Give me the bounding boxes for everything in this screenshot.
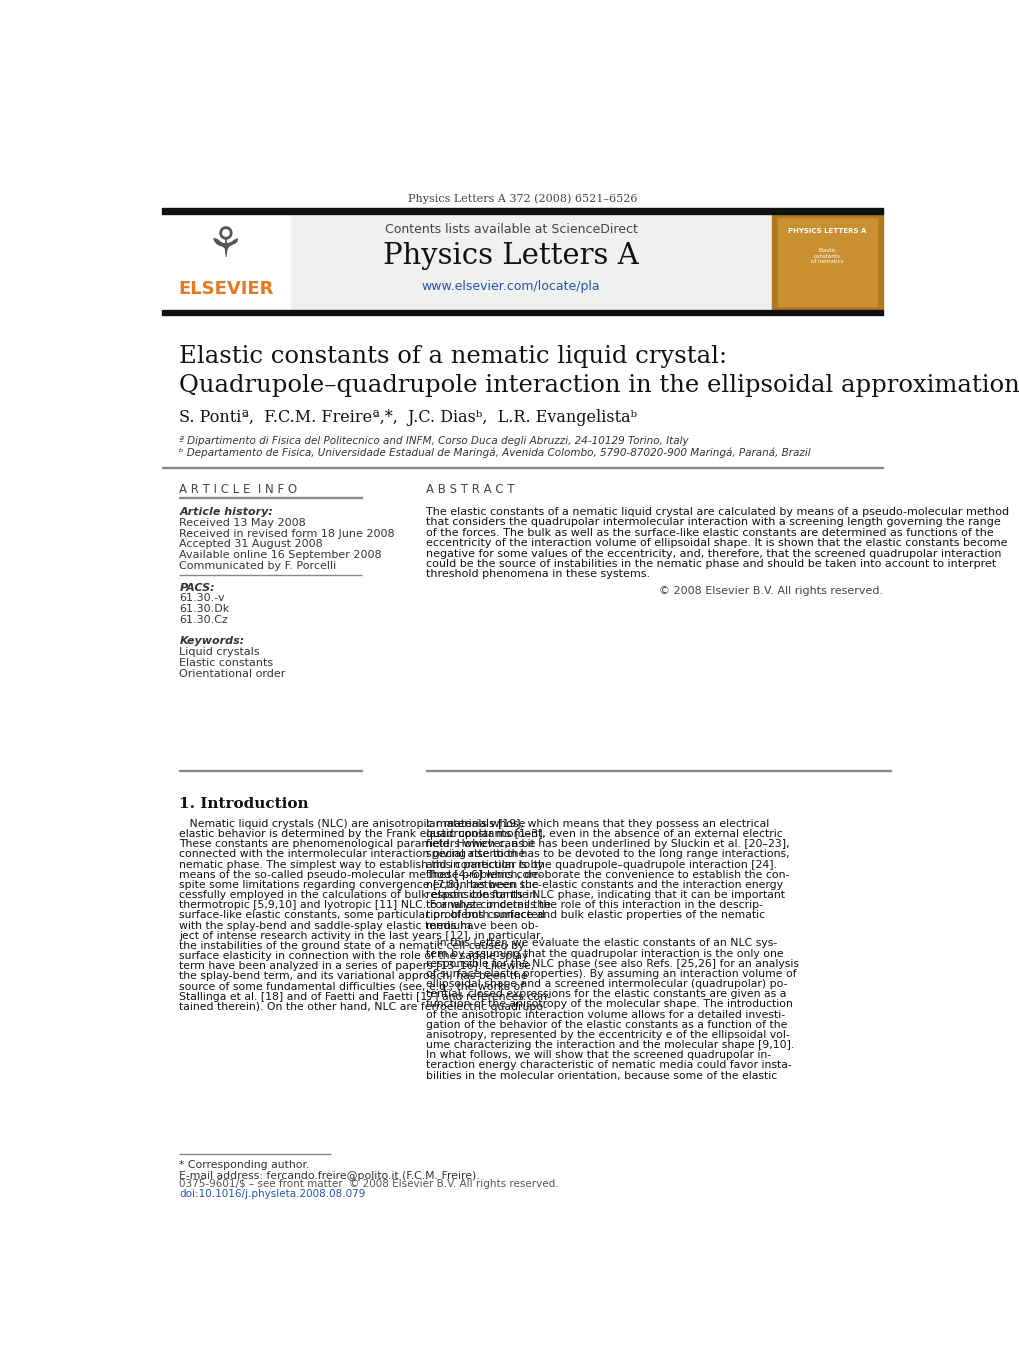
Bar	[162, 208, 882, 213]
Text: that considers the quadrupolar intermolecular interaction with a screening lengt: that considers the quadrupolar intermole…	[426, 517, 1000, 527]
Bar	[771, 213, 882, 309]
Text: tem by assuming that the quadrupolar interaction is the only one: tem by assuming that the quadrupolar int…	[426, 948, 783, 959]
Text: Elastic constants: Elastic constants	[179, 658, 273, 667]
Text: Received in revised form 18 June 2008: Received in revised form 18 June 2008	[179, 528, 394, 539]
Text: tained therein). On the other hand, NLC are ferroelectric quadrupo-: tained therein). On the other hand, NLC …	[179, 1002, 547, 1012]
Text: A R T I C L E  I N F O: A R T I C L E I N F O	[179, 482, 298, 496]
Text: nematic phase. The simplest way to establish this connection is by: nematic phase. The simplest way to estab…	[179, 859, 544, 870]
Text: responsible for the NLC phase (see also Refs. [25,26] for an analysis: responsible for the NLC phase (see also …	[426, 959, 798, 969]
Text: S. Pontiª,  F.C.M. Freireª,*,  J.C. Diasᵇ,  L.R. Evangelistaᵇ: S. Pontiª, F.C.M. Freireª,*, J.C. Diasᵇ,…	[179, 409, 637, 427]
Text: spite some limitations regarding convergence [7,8], has been suc-: spite some limitations regarding converg…	[179, 880, 542, 890]
Text: Communicated by F. Porcelli: Communicated by F. Porcelli	[179, 561, 336, 571]
Text: of the forces. The bulk as well as the surface-like elastic constants are determ: of the forces. The bulk as well as the s…	[426, 528, 993, 538]
Text: quadrupolar moment, even in the absence of an external electric: quadrupolar moment, even in the absence …	[426, 830, 782, 839]
Text: 61.30.Dk: 61.30.Dk	[179, 604, 229, 615]
Text: means of the so-called pseudo-molecular method [4–6] which, de-: means of the so-called pseudo-molecular …	[179, 870, 542, 880]
Text: special attention has to be devoted to the long range interactions,: special attention has to be devoted to t…	[426, 850, 789, 859]
Text: ellipsoidal shape and a screened intermolecular (quadrupolar) po-: ellipsoidal shape and a screened intermo…	[426, 979, 787, 989]
Text: to analyze in details the role of this interaction in the descrip-: to analyze in details the role of this i…	[426, 900, 762, 911]
Text: 61.30.Cz: 61.30.Cz	[179, 615, 228, 626]
Text: Nematic liquid crystals (NLC) are anisotropic materials whose: Nematic liquid crystals (NLC) are anisot…	[179, 819, 525, 830]
Text: These problems corroborate the convenience to establish the con-: These problems corroborate the convenien…	[426, 870, 789, 880]
Text: ᵇ Departamento de Fisica, Universidade Estadual de Maringá, Avenida Colombo, 579: ᵇ Departamento de Fisica, Universidade E…	[179, 449, 810, 458]
Text: 61.30.-v: 61.30.-v	[179, 593, 225, 604]
Text: responsible for the NLC phase, indicating that it can be important: responsible for the NLC phase, indicatin…	[426, 890, 784, 900]
Text: anisotropy, represented by the eccentricity e of the ellipsoidal vol-: anisotropy, represented by the eccentric…	[426, 1029, 789, 1040]
Text: Elastic
constants
of nematics: Elastic constants of nematics	[810, 247, 843, 265]
Text: The elastic constants of a nematic liquid crystal are calculated by means of a p: The elastic constants of a nematic liqui…	[426, 507, 1008, 517]
Text: In this Letter, we evaluate the elastic constants of an NLC sys-: In this Letter, we evaluate the elastic …	[426, 939, 776, 948]
Text: Physics Letters A 372 (2008) 6521–6526: Physics Letters A 372 (2008) 6521–6526	[408, 193, 637, 204]
Text: Contents lists available at ScienceDirect: Contents lists available at ScienceDirec…	[384, 223, 637, 236]
Text: could be the source of instabilities in the nematic phase and should be taken in: could be the source of instabilities in …	[426, 559, 996, 569]
Text: PACS:: PACS:	[179, 582, 215, 593]
Text: A B S T R A C T: A B S T R A C T	[426, 482, 514, 496]
Text: Liquid crystals: Liquid crystals	[179, 647, 260, 657]
Text: Stallinga et al. [18] and of Faetti and Faetti [17] and references con-: Stallinga et al. [18] and of Faetti and …	[179, 992, 550, 1001]
Text: and in particular to the quadrupole–quadrupole interaction [24].: and in particular to the quadrupole–quad…	[426, 859, 776, 870]
Text: of the anisotropic interaction volume allows for a detailed investi-: of the anisotropic interaction volume al…	[426, 1009, 785, 1020]
Text: Elastic constants of a nematic liquid crystal:: Elastic constants of a nematic liquid cr…	[179, 345, 727, 367]
Text: gation of the behavior of the elastic constants as a function of the: gation of the behavior of the elastic co…	[426, 1020, 787, 1029]
Text: In what follows, we will show that the screened quadrupolar in-: In what follows, we will show that the s…	[426, 1050, 770, 1061]
Text: Article history:: Article history:	[179, 507, 273, 517]
Text: term have been analyzed in a series of papers [13–16]. Likewise,: term have been analyzed in a series of p…	[179, 961, 534, 971]
Text: thermotropic [5,9,10] and lyotropic [11] NLC. For what concerns the: thermotropic [5,9,10] and lyotropic [11]…	[179, 900, 550, 911]
Text: Orientational order: Orientational order	[179, 669, 285, 678]
Text: connected with the intermolecular interaction giving rise to the: connected with the intermolecular intera…	[179, 850, 525, 859]
Text: of surface elastic properties). By assuming an interaction volume of: of surface elastic properties). By assum…	[426, 969, 796, 979]
Bar	[162, 309, 882, 315]
Text: lar materials [19], which means that they possess an electrical: lar materials [19], which means that the…	[426, 819, 768, 830]
Text: the instabilities of the ground state of a nematic cell caused by: the instabilities of the ground state of…	[179, 940, 525, 951]
Text: ELSEVIER: ELSEVIER	[178, 280, 273, 299]
Text: ject of intense research activity in the last years [12], in particular,: ject of intense research activity in the…	[179, 931, 544, 940]
Text: cessfully employed in the calculations of bulk elastic constants in: cessfully employed in the calculations o…	[179, 890, 536, 900]
Text: the splay-bend term, and its variational approach, has been the: the splay-bend term, and its variational…	[179, 971, 528, 981]
Text: source of some fundamental difficulties (see, e.g., the works of: source of some fundamental difficulties …	[179, 982, 524, 992]
Bar	[777, 218, 876, 307]
Text: bilities in the molecular orientation, because some of the elastic: bilities in the molecular orientation, b…	[426, 1070, 776, 1081]
Text: surface-like elastic constants, some particular problems connected: surface-like elastic constants, some par…	[179, 911, 545, 920]
Text: Available online 16 September 2008: Available online 16 September 2008	[179, 550, 382, 561]
Text: ume characterizing the interaction and the molecular shape [9,10].: ume characterizing the interaction and t…	[426, 1040, 794, 1050]
Text: ª Dipartimento di Fisica del Politecnico and INFM, Corso Duca degli Abruzzi, 24-: ª Dipartimento di Fisica del Politecnico…	[179, 436, 689, 446]
Text: negative for some values of the eccentricity, and, therefore, that the screened : negative for some values of the eccentri…	[426, 549, 1001, 559]
Text: medium.: medium.	[426, 920, 474, 931]
Text: threshold phenomena in these systems.: threshold phenomena in these systems.	[426, 570, 649, 580]
Text: These constants are phenomenological parameters which can be: These constants are phenomenological par…	[179, 839, 535, 850]
Bar	[162, 213, 770, 309]
Text: tion of both surface and bulk elastic properties of the nematic: tion of both surface and bulk elastic pr…	[426, 911, 764, 920]
Text: PHYSICS LETTERS A: PHYSICS LETTERS A	[788, 228, 866, 234]
Text: E-mail address: fercando.freire@polito.it (F.C.M. Freire).: E-mail address: fercando.freire@polito.i…	[179, 1171, 480, 1181]
Bar	[162, 213, 290, 309]
Text: surface elasticity in connection with the role of the saddle-splay: surface elasticity in connection with th…	[179, 951, 528, 961]
Text: elastic behavior is determined by the Frank elastic constants [1–3].: elastic behavior is determined by the Fr…	[179, 830, 546, 839]
Text: with the splay-bend and saddle-splay elastic terms have been ob-: with the splay-bend and saddle-splay ela…	[179, 920, 538, 931]
Text: ⚘: ⚘	[207, 224, 245, 266]
Text: nection between the elastic constants and the interaction energy: nection between the elastic constants an…	[426, 880, 783, 890]
Text: Keywords:: Keywords:	[179, 636, 245, 646]
Text: Received 13 May 2008: Received 13 May 2008	[179, 517, 306, 528]
Text: function of the anisotropy of the molecular shape. The introduction: function of the anisotropy of the molecu…	[426, 1000, 792, 1009]
Text: * Corresponding author.: * Corresponding author.	[179, 1161, 310, 1170]
Text: © 2008 Elsevier B.V. All rights reserved.: © 2008 Elsevier B.V. All rights reserved…	[658, 586, 882, 596]
Text: Accepted 31 August 2008: Accepted 31 August 2008	[179, 539, 323, 550]
Text: Physics Letters A: Physics Letters A	[383, 242, 638, 270]
Text: eccentricity of the interaction volume of ellipsoidal shape. It is shown that th: eccentricity of the interaction volume o…	[426, 538, 1007, 549]
Text: tential, closed expressions for the elastic constants are given as a: tential, closed expressions for the elas…	[426, 989, 786, 1000]
Text: 1. Introduction: 1. Introduction	[179, 797, 309, 812]
Text: teraction energy characteristic of nematic media could favor insta-: teraction energy characteristic of nemat…	[426, 1061, 791, 1070]
Text: doi:10.1016/j.physleta.2008.08.079: doi:10.1016/j.physleta.2008.08.079	[179, 1189, 366, 1200]
Text: 0375-9601/$ – see front matter  © 2008 Elsevier B.V. All rights reserved.: 0375-9601/$ – see front matter © 2008 El…	[179, 1178, 558, 1189]
Text: www.elsevier.com/locate/pla: www.elsevier.com/locate/pla	[422, 281, 600, 293]
Text: field. However, as it has been underlined by Sluckin et al. [20–23],: field. However, as it has been underline…	[426, 839, 789, 850]
Text: Quadrupole–quadrupole interaction in the ellipsoidal approximation: Quadrupole–quadrupole interaction in the…	[179, 374, 1019, 397]
